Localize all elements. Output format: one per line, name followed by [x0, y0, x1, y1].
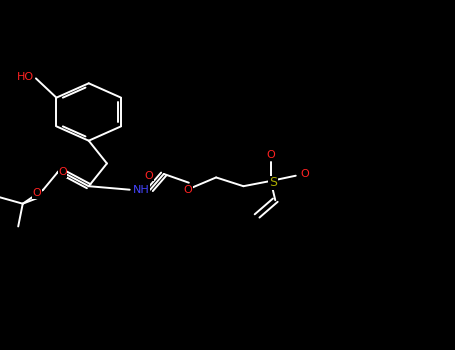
Text: S: S	[269, 176, 277, 189]
Text: O: O	[266, 150, 275, 160]
Text: HO: HO	[17, 72, 35, 82]
Text: O: O	[144, 170, 153, 181]
Text: O: O	[183, 186, 192, 195]
Text: NH: NH	[133, 185, 149, 195]
Text: O: O	[32, 188, 41, 198]
Text: O: O	[58, 167, 67, 177]
Text: O: O	[300, 169, 309, 179]
